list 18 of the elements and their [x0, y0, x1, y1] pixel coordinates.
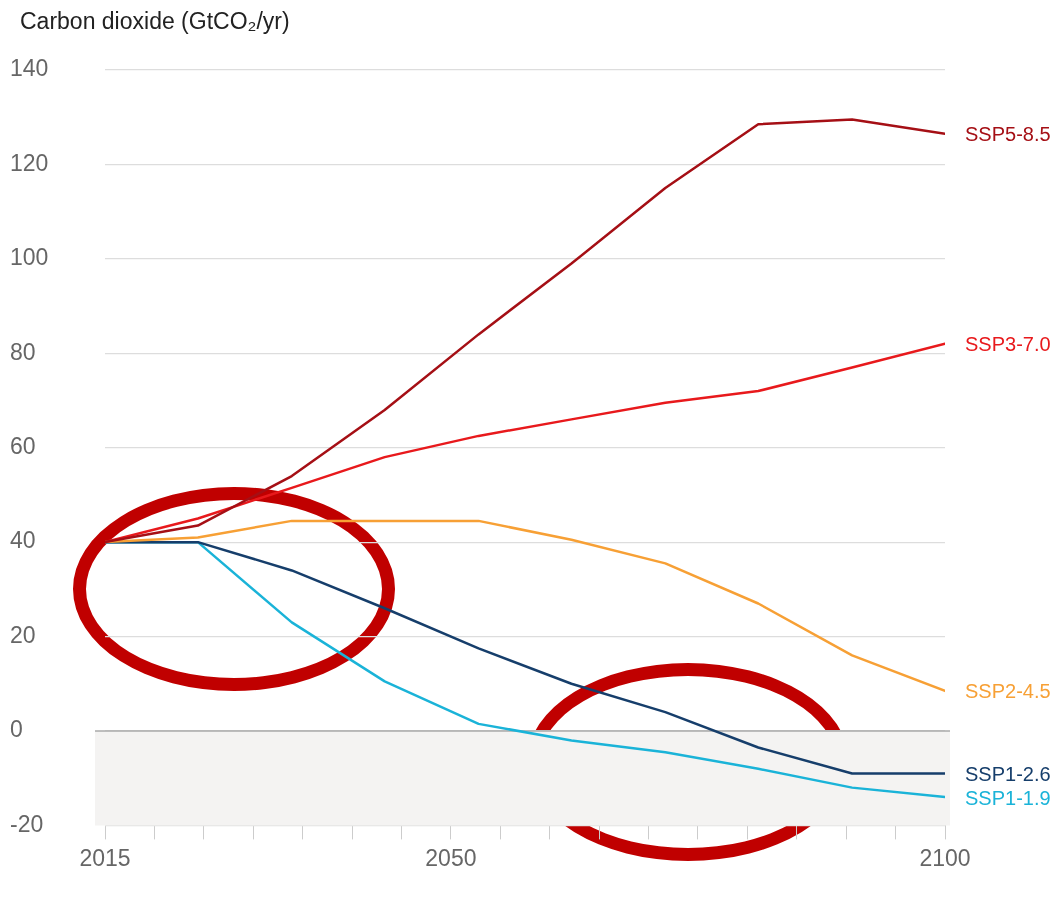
y-tick-label: -20	[10, 810, 44, 837]
series-label: SSP3-7.0	[965, 333, 1051, 356]
series-label: SSP1-2.6	[965, 762, 1051, 785]
series-label: SSP2-4.5	[965, 680, 1051, 703]
y-axis-title: Carbon dioxide (GtCO₂/yr)	[20, 8, 290, 35]
series-label: SSP1-1.9	[965, 786, 1051, 809]
y-tick-label: 40	[10, 527, 36, 554]
series-label: SSP5-8.5	[965, 123, 1051, 146]
y-tick-label: 0	[10, 716, 23, 743]
y-tick-label: 120	[10, 149, 49, 176]
x-tick-label: 2100	[919, 844, 971, 871]
y-tick-label: 60	[10, 433, 36, 460]
y-tick-label: 100	[10, 244, 49, 271]
y-tick-label: 140	[10, 55, 49, 82]
y-tick-label: 20	[10, 621, 36, 648]
x-tick-label: 2050	[425, 844, 477, 871]
y-tick-label: 80	[10, 338, 36, 365]
x-tick-label: 2015	[79, 844, 131, 871]
